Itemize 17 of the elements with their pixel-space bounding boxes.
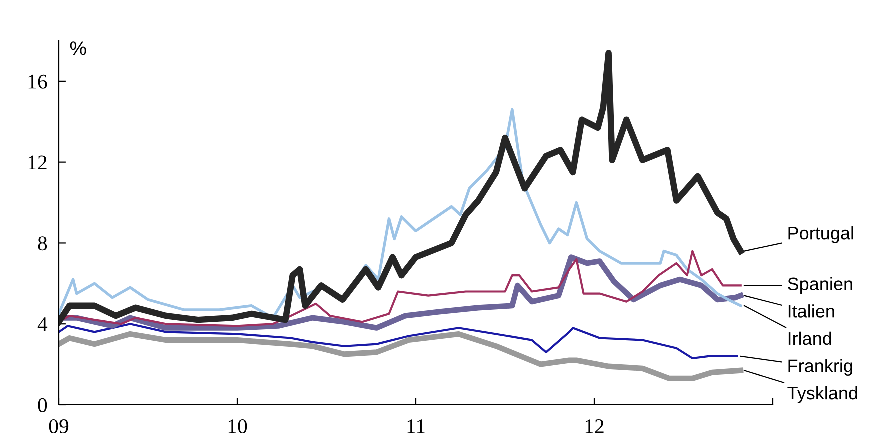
y-axis-title: % xyxy=(70,42,86,56)
y-tick-label: 4 xyxy=(38,318,48,332)
text: Tyskland xyxy=(788,386,858,404)
text: Italien xyxy=(788,304,834,318)
text: Irland xyxy=(788,332,832,346)
x-tick-label: 12 xyxy=(586,420,604,434)
text: Frankrig xyxy=(788,359,852,376)
x-tick-label: 09 xyxy=(49,419,69,434)
x-tick-label: 11 xyxy=(408,420,425,434)
y-tick-label: 0 xyxy=(38,398,48,412)
y-tick-label: 16 xyxy=(28,74,48,89)
text: Spanien xyxy=(788,277,852,294)
line-series xyxy=(59,323,738,360)
x-tick-label: 10 xyxy=(228,419,248,434)
text: Portugal xyxy=(788,226,854,244)
y-tick-label: 12 xyxy=(28,156,47,170)
y-tick-label: 8 xyxy=(38,236,48,251)
